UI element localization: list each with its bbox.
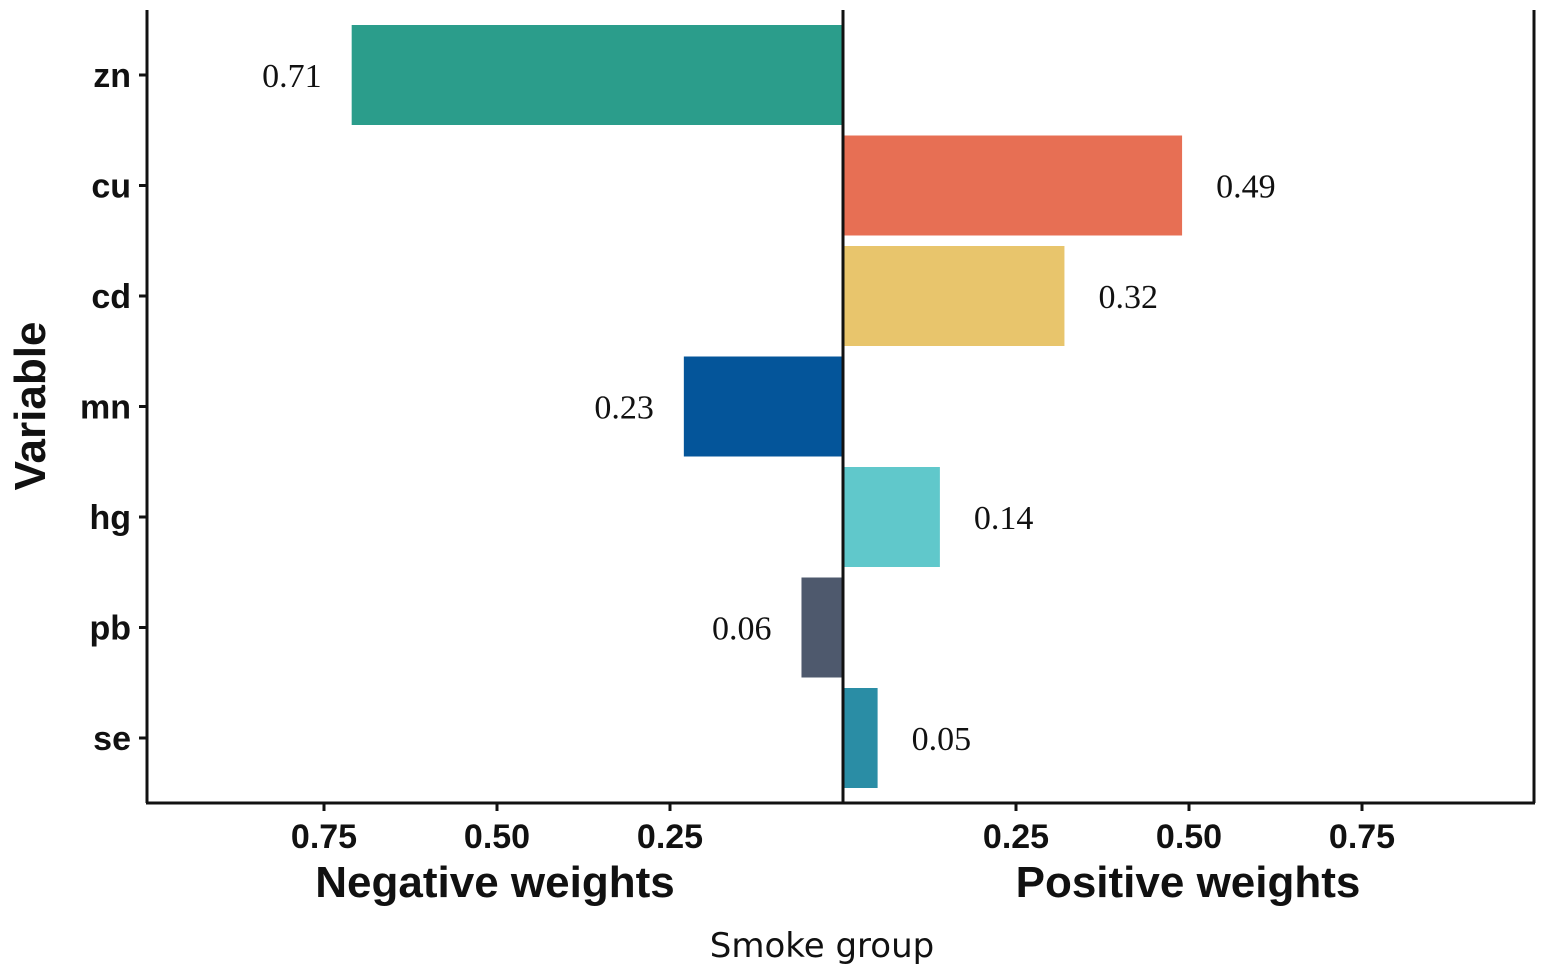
weight-tick-label-2: 0.25 [637,818,703,856]
category-label-mn: mn [80,389,131,427]
value-label-pb: 0.06 [712,611,772,648]
bar-se [843,688,878,788]
weight-tick-label-3: 0.25 [983,818,1049,856]
weight-tick-label-0: 0.75 [291,818,357,856]
bars-layer: 0.71 0.49 0.32 0.23 0.14 0.06 0.05 [262,25,1276,788]
weight-tick-label-5: 0.75 [1329,818,1395,856]
weight-tick-label-4: 0.50 [1156,818,1222,856]
category-axis: zn cu cd mn hg pb se [80,57,147,758]
category-label-zn: zn [93,57,131,95]
bar-zn [351,25,843,125]
category-label-cu: cu [91,168,131,206]
bar-cd [843,246,1065,346]
y-axis-title: Variable [6,322,55,491]
category-label-se: se [93,720,131,758]
category-label-pb: pb [89,610,131,648]
value-label-zn: 0.71 [262,58,322,95]
bar-pb [801,577,843,678]
weight-tick-label-1: 0.50 [464,818,530,856]
value-label-cd: 0.32 [1098,279,1158,316]
bar-hg [843,467,940,567]
negative-weights-title: Negative weights [315,858,674,907]
bar-cu [843,135,1183,236]
value-label-hg: 0.14 [974,500,1034,537]
bar-mn [683,356,843,457]
weight-axis-ticks: 0.75 0.50 0.25 0.25 0.50 0.75 [291,803,1395,856]
value-label-se: 0.05 [912,721,972,758]
value-label-cu: 0.49 [1216,169,1276,206]
category-label-cd: cd [91,278,131,316]
group-caption: Smoke group [710,926,934,966]
value-label-mn: 0.23 [594,390,654,427]
positive-weights-title: Positive weights [1016,858,1361,907]
category-label-hg: hg [89,499,131,537]
